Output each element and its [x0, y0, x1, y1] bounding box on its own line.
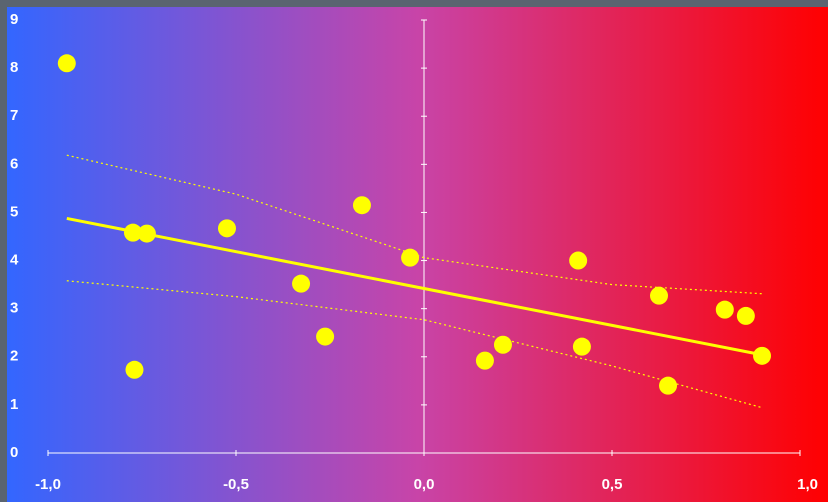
y-tick-label: 7 — [10, 107, 18, 124]
point — [650, 286, 668, 305]
y-tick-label: 9 — [10, 11, 18, 28]
point — [57, 54, 76, 73]
upper-band — [66, 154, 763, 295]
y-tick-label: 3 — [10, 300, 18, 317]
x-tick-label: -1,0 — [35, 476, 61, 493]
point — [316, 327, 335, 346]
point — [217, 219, 236, 238]
point — [753, 346, 772, 365]
point — [123, 223, 142, 242]
point — [292, 274, 311, 293]
x-tick-label: 0,0 — [414, 476, 435, 493]
x-tick-label: 1,0 — [797, 476, 818, 493]
y-tick-label: 4 — [10, 252, 19, 269]
y-tick-label: 1 — [10, 396, 18, 413]
y-tick-label: 0 — [10, 444, 18, 461]
point — [352, 196, 371, 215]
x-tick-label: -0,5 — [223, 476, 249, 493]
point — [137, 224, 156, 243]
x-tick-label: 0,5 — [602, 476, 623, 493]
point — [475, 351, 494, 370]
fit-line — [66, 216, 763, 357]
point — [493, 335, 512, 354]
point — [569, 251, 588, 270]
y-tick-label: 5 — [10, 203, 18, 220]
point — [401, 248, 420, 267]
point — [715, 300, 734, 319]
y-tick-label: 8 — [10, 59, 18, 76]
point — [572, 337, 591, 356]
point — [125, 360, 144, 379]
y-tick-label: 6 — [10, 155, 18, 172]
point — [736, 306, 755, 325]
point — [659, 376, 678, 395]
y-tick-label: 2 — [10, 348, 18, 365]
